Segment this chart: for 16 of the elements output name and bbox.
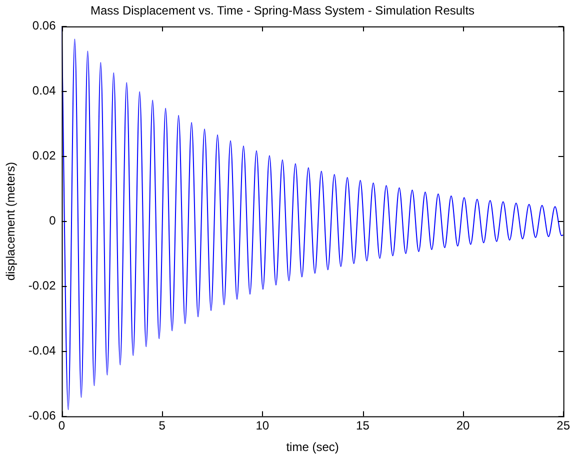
- y-tick-label: 0.06: [32, 18, 56, 33]
- y-tick-label: -0.04: [28, 344, 56, 358]
- x-axis-title: time (sec): [286, 440, 339, 454]
- x-tick-label: 20: [456, 418, 470, 433]
- y-tick-label: 0: [49, 214, 56, 228]
- chart-title: Mass Displacement vs. Time - Spring-Mass System - Simulation Results: [90, 4, 475, 18]
- x-tick-label: 15: [356, 418, 370, 433]
- y-tick-label: 0.02: [32, 148, 56, 163]
- x-tick-label: 10: [256, 418, 270, 433]
- y-tick-label: 0.04: [32, 84, 56, 98]
- x-tick-label: 5: [158, 418, 166, 433]
- x-tick-label: 0: [58, 418, 66, 433]
- y-tick-label: -0.06: [28, 408, 56, 423]
- y-axis-title: displacement (meters): [4, 162, 18, 281]
- y-tick-label: -0.02: [28, 278, 56, 293]
- x-tick-label: 25: [556, 418, 570, 433]
